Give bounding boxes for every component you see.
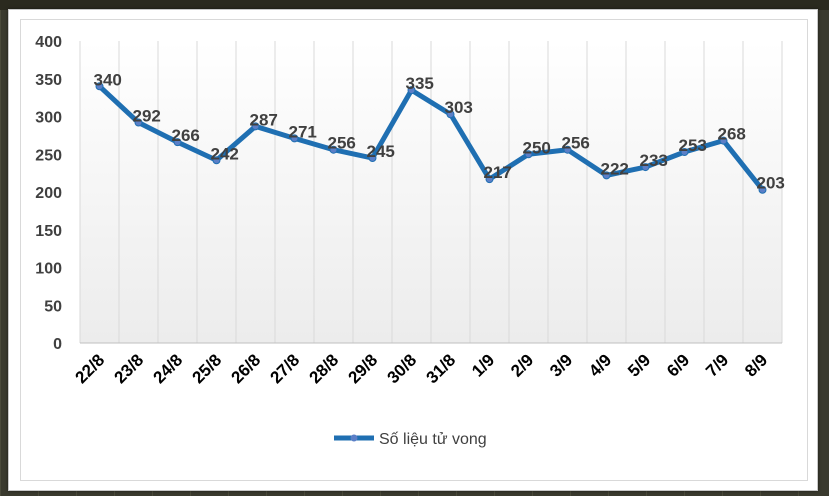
x-tick-label: 2/9 — [507, 350, 537, 380]
data-point — [95, 82, 104, 91]
data-label: 217 — [484, 163, 512, 182]
data-point — [602, 171, 611, 180]
y-tick-label: 250 — [35, 147, 62, 164]
data-label: 303 — [445, 98, 473, 117]
data-label: 242 — [211, 144, 239, 163]
y-tick-label: 350 — [35, 72, 62, 89]
data-label: 335 — [406, 74, 434, 93]
data-point — [134, 118, 143, 127]
data-label: 256 — [328, 134, 356, 153]
chart-area — [20, 19, 808, 481]
legend-label: Số liệu tử vong — [379, 431, 487, 448]
x-tick-label: 8/9 — [741, 350, 771, 380]
data-point — [368, 154, 377, 163]
legend-swatch-marker — [350, 434, 358, 442]
x-tick-label: 29/8 — [344, 350, 381, 387]
y-tick-label: 0 — [53, 336, 62, 353]
data-label: 268 — [718, 125, 746, 144]
data-point — [290, 134, 299, 143]
data-point — [680, 147, 689, 156]
x-tick-label: 30/8 — [383, 350, 420, 387]
y-tick-label: 50 — [44, 298, 62, 315]
x-tick-label: 24/8 — [149, 350, 186, 387]
data-point — [758, 185, 767, 194]
data-label: 233 — [640, 151, 668, 170]
x-tick-label: 7/9 — [702, 350, 732, 380]
x-tick-label: 28/8 — [305, 350, 342, 387]
data-label: 245 — [367, 142, 395, 161]
data-point — [329, 145, 338, 154]
data-point — [641, 163, 650, 172]
x-tick-label: 25/8 — [188, 350, 225, 387]
x-tick-label: 1/9 — [468, 350, 498, 380]
data-point — [212, 156, 221, 165]
data-label: 292 — [133, 107, 161, 126]
x-tick-label: 3/9 — [546, 350, 576, 380]
y-tick-label: 100 — [35, 261, 62, 278]
y-tick-label: 150 — [35, 223, 62, 240]
data-point — [524, 150, 533, 159]
data-label: 340 — [94, 70, 122, 89]
x-tick-label: 22/8 — [71, 350, 108, 387]
y-tick-label: 300 — [35, 110, 62, 127]
x-tick-label: 26/8 — [227, 350, 264, 387]
x-tick-label: 23/8 — [110, 350, 147, 387]
data-label: 253 — [679, 136, 707, 155]
data-point — [446, 110, 455, 119]
y-tick-label: 400 — [35, 34, 62, 51]
x-tick-label: 5/9 — [624, 350, 654, 380]
data-label: 250 — [523, 138, 551, 157]
data-label: 222 — [601, 159, 629, 178]
y-tick-label: 200 — [35, 185, 62, 202]
data-point — [407, 86, 416, 95]
x-tick-label: 27/8 — [266, 350, 303, 387]
x-tick-label: 31/8 — [422, 350, 459, 387]
data-label: 266 — [172, 126, 200, 145]
x-tick-label: 6/9 — [663, 350, 693, 380]
x-tick-label: 4/9 — [585, 350, 615, 380]
data-point — [251, 122, 260, 131]
data-point — [719, 136, 728, 145]
data-label: 271 — [289, 122, 317, 141]
data-point — [563, 145, 572, 154]
data-label: 256 — [562, 134, 590, 153]
data-label: 287 — [250, 110, 278, 129]
data-label: 203 — [757, 174, 785, 193]
series-line — [97, 83, 765, 193]
data-point — [173, 138, 182, 147]
data-point — [485, 175, 494, 184]
